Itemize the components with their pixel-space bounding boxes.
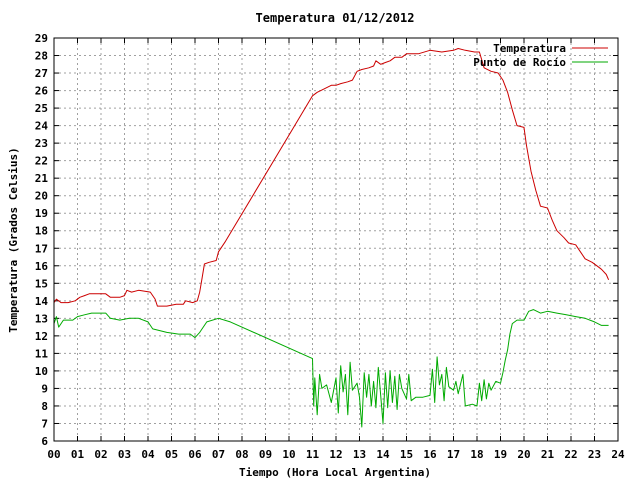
chart-title: Temperatura 01/12/2012 (256, 11, 415, 25)
y-tick-label: 9 (41, 382, 48, 395)
y-tick-label: 23 (35, 137, 48, 150)
x-tick-label: 19 (494, 448, 507, 461)
series-lines (53, 48, 610, 428)
x-tick-label: 04 (141, 448, 155, 461)
y-tick-label: 17 (35, 242, 48, 255)
y-tick-label: 11 (35, 347, 49, 360)
y-tick-label: 27 (35, 67, 48, 80)
x-tick-label: 15 (400, 448, 413, 461)
y-tick-label: 6 (41, 435, 48, 448)
y-tick-label: 18 (35, 225, 48, 238)
x-tick-label: 18 (470, 448, 483, 461)
y-tick-label: 26 (35, 85, 49, 98)
y-tick-label: 13 (35, 312, 48, 325)
y-tick-label: 8 (41, 400, 48, 413)
x-tick-label: 17 (447, 448, 460, 461)
y-tick-label: 12 (35, 330, 48, 343)
x-tick-label: 10 (282, 448, 295, 461)
x-tick-label: 13 (353, 448, 366, 461)
x-tick-label: 03 (118, 448, 131, 461)
x-tick-label: 21 (541, 448, 555, 461)
series-line-1 (53, 309, 609, 428)
y-tick-label: 14 (35, 295, 49, 308)
axis-ticks: 6 7 8 9 10 11 12 13 14 15 16 17 18 19 20 21 22 23 24 25 26 27… (35, 32, 625, 461)
x-tick-label: 09 (259, 448, 272, 461)
x-tick-label: 14 (376, 448, 390, 461)
legend: Temperatura Punto de Rocío (473, 42, 608, 69)
x-axis-label: Tiempo (Hora Local Argentina) (239, 466, 431, 479)
legend-label-temperatura: Temperatura (493, 42, 566, 55)
x-tick-label: 11 (306, 448, 320, 461)
series-line-0 (53, 48, 610, 307)
x-tick-label: 12 (329, 448, 342, 461)
y-tick-label: 15 (35, 277, 48, 290)
x-tick-label: 08 (235, 448, 248, 461)
y-tick-label: 21 (35, 172, 49, 185)
y-tick-label: 19 (35, 207, 48, 220)
y-tick-label: 16 (35, 260, 49, 273)
x-tick-label: 06 (188, 448, 202, 461)
y-tick-label: 29 (35, 32, 48, 45)
x-tick-label: 22 (564, 448, 577, 461)
x-tick-label: 20 (517, 448, 530, 461)
y-axis-label: Temperatura (Grados Celsius) (7, 147, 20, 332)
y-tick-label: 25 (35, 102, 48, 115)
x-tick-label: 01 (71, 448, 85, 461)
x-tick-label: 00 (47, 448, 60, 461)
y-tick-label: 7 (41, 417, 48, 430)
y-tick-label: 28 (35, 50, 48, 63)
legend-label-punto-de-rocio: Punto de Rocío (473, 56, 566, 69)
x-tick-label: 05 (165, 448, 178, 461)
y-tick-label: 10 (35, 365, 48, 378)
x-tick-label: 02 (94, 448, 107, 461)
y-tick-label: 24 (35, 120, 49, 133)
x-tick-label: 23 (588, 448, 601, 461)
x-tick-label: 24 (611, 448, 625, 461)
x-tick-label: 16 (423, 448, 437, 461)
plot-frame (53, 37, 619, 442)
grid (54, 38, 618, 441)
y-tick-label: 20 (35, 190, 48, 203)
x-tick-label: 07 (212, 448, 225, 461)
y-tick-label: 22 (35, 155, 48, 168)
